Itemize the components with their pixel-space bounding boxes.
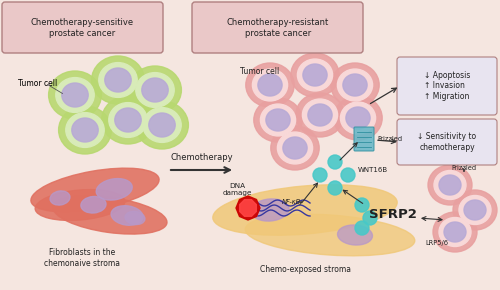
Text: Chemotherapy: Chemotherapy bbox=[170, 153, 234, 162]
Text: LRP5/6: LRP5/6 bbox=[426, 240, 448, 246]
Ellipse shape bbox=[66, 113, 104, 147]
Ellipse shape bbox=[102, 96, 154, 144]
Ellipse shape bbox=[258, 74, 282, 96]
Ellipse shape bbox=[56, 78, 94, 113]
Ellipse shape bbox=[338, 225, 372, 245]
Circle shape bbox=[363, 211, 377, 225]
Ellipse shape bbox=[251, 199, 289, 221]
Ellipse shape bbox=[291, 53, 339, 97]
Ellipse shape bbox=[254, 98, 302, 142]
Circle shape bbox=[313, 168, 327, 182]
Circle shape bbox=[328, 155, 342, 169]
Ellipse shape bbox=[260, 104, 296, 136]
Ellipse shape bbox=[109, 103, 147, 137]
Ellipse shape bbox=[72, 118, 98, 142]
Ellipse shape bbox=[302, 99, 338, 131]
Ellipse shape bbox=[31, 168, 159, 212]
Ellipse shape bbox=[340, 102, 376, 134]
Text: Fibroblasts in the
chemonaive stroma: Fibroblasts in the chemonaive stroma bbox=[44, 248, 120, 268]
Ellipse shape bbox=[434, 171, 466, 200]
Ellipse shape bbox=[99, 63, 137, 97]
Text: Chemotherapy-resistant
prostate cancer: Chemotherapy-resistant prostate cancer bbox=[227, 18, 329, 38]
Ellipse shape bbox=[439, 175, 461, 195]
Ellipse shape bbox=[136, 72, 174, 107]
Ellipse shape bbox=[213, 185, 397, 235]
Ellipse shape bbox=[105, 68, 131, 92]
Text: ↓ Sensitivity to
chemotherapy: ↓ Sensitivity to chemotherapy bbox=[418, 132, 476, 152]
Text: DNA
damage: DNA damage bbox=[222, 184, 252, 197]
Text: ↓ Apoptosis
↑ Invasion
↑ Migration: ↓ Apoptosis ↑ Invasion ↑ Migration bbox=[424, 71, 470, 101]
Ellipse shape bbox=[92, 56, 144, 104]
Ellipse shape bbox=[96, 179, 132, 200]
Ellipse shape bbox=[343, 74, 367, 96]
Ellipse shape bbox=[338, 69, 372, 101]
Ellipse shape bbox=[53, 196, 167, 234]
Ellipse shape bbox=[81, 196, 106, 213]
Circle shape bbox=[328, 181, 342, 195]
Circle shape bbox=[341, 168, 355, 182]
Ellipse shape bbox=[149, 113, 175, 137]
Ellipse shape bbox=[252, 69, 288, 101]
Text: Chemo-exposed stroma: Chemo-exposed stroma bbox=[260, 266, 350, 275]
Ellipse shape bbox=[433, 212, 477, 252]
Ellipse shape bbox=[296, 93, 344, 137]
Ellipse shape bbox=[444, 222, 466, 242]
Text: Frizzled: Frizzled bbox=[377, 136, 402, 142]
Text: Tumor cell: Tumor cell bbox=[240, 68, 279, 77]
Ellipse shape bbox=[453, 190, 497, 230]
Ellipse shape bbox=[62, 83, 88, 107]
Text: Chemotherapy-sensitive
prostate cancer: Chemotherapy-sensitive prostate cancer bbox=[30, 18, 134, 38]
Ellipse shape bbox=[246, 63, 294, 107]
Circle shape bbox=[355, 198, 369, 212]
Ellipse shape bbox=[35, 190, 125, 220]
Ellipse shape bbox=[334, 96, 382, 140]
Text: WNT16B: WNT16B bbox=[358, 167, 388, 173]
Text: Tumor cell: Tumor cell bbox=[18, 79, 57, 88]
Ellipse shape bbox=[48, 71, 102, 119]
Ellipse shape bbox=[283, 137, 307, 159]
FancyBboxPatch shape bbox=[397, 57, 497, 115]
FancyBboxPatch shape bbox=[2, 2, 163, 53]
Ellipse shape bbox=[278, 132, 312, 164]
FancyBboxPatch shape bbox=[397, 119, 497, 165]
Ellipse shape bbox=[245, 214, 415, 256]
Ellipse shape bbox=[58, 106, 112, 154]
Ellipse shape bbox=[142, 78, 168, 102]
Ellipse shape bbox=[125, 211, 145, 224]
Ellipse shape bbox=[303, 64, 327, 86]
Ellipse shape bbox=[143, 108, 181, 142]
Ellipse shape bbox=[464, 200, 486, 220]
Ellipse shape bbox=[111, 206, 143, 225]
Ellipse shape bbox=[308, 104, 332, 126]
FancyBboxPatch shape bbox=[354, 127, 374, 151]
Ellipse shape bbox=[346, 107, 370, 129]
Text: Frizzled: Frizzled bbox=[452, 165, 476, 171]
Ellipse shape bbox=[115, 108, 141, 132]
Ellipse shape bbox=[459, 195, 491, 224]
Ellipse shape bbox=[298, 59, 332, 91]
Circle shape bbox=[355, 221, 369, 235]
Ellipse shape bbox=[128, 66, 182, 114]
Text: NF-κB: NF-κB bbox=[282, 199, 301, 205]
FancyBboxPatch shape bbox=[192, 2, 363, 53]
Ellipse shape bbox=[50, 191, 70, 205]
Text: SFRP2: SFRP2 bbox=[369, 209, 417, 222]
Ellipse shape bbox=[271, 126, 319, 170]
Ellipse shape bbox=[428, 165, 472, 205]
Ellipse shape bbox=[439, 218, 471, 246]
Ellipse shape bbox=[136, 101, 188, 149]
Ellipse shape bbox=[331, 63, 379, 107]
Ellipse shape bbox=[266, 109, 290, 131]
